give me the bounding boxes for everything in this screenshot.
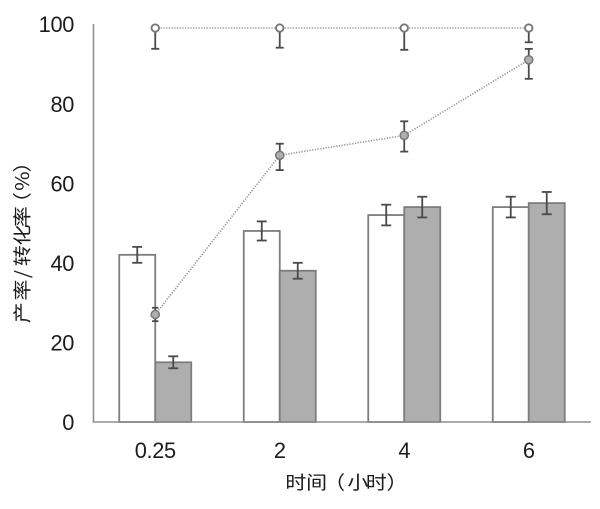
svg-text:0: 0 — [62, 410, 74, 435]
svg-text:60: 60 — [50, 171, 74, 196]
svg-text:20: 20 — [50, 331, 74, 356]
svg-text:0.25: 0.25 — [135, 438, 176, 463]
svg-text:100: 100 — [39, 12, 75, 37]
svg-text:6: 6 — [523, 438, 535, 463]
svg-text:40: 40 — [50, 251, 74, 276]
svg-text:80: 80 — [50, 92, 74, 117]
svg-text:4: 4 — [398, 438, 410, 463]
svg-text:2: 2 — [274, 438, 286, 463]
